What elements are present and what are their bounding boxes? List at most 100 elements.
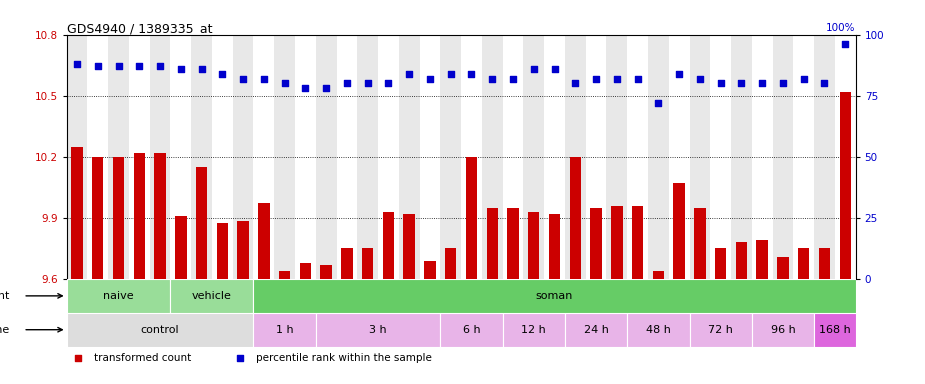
Bar <box>461 35 482 279</box>
Text: 100%: 100% <box>826 23 856 33</box>
Bar <box>627 35 648 279</box>
Bar <box>689 35 710 279</box>
Text: vehicle: vehicle <box>192 291 232 301</box>
Bar <box>238 221 249 279</box>
Bar <box>154 153 166 279</box>
Bar <box>752 313 814 347</box>
Bar <box>216 223 228 279</box>
Text: 6 h: 6 h <box>462 325 480 335</box>
Point <box>838 41 853 47</box>
Point <box>132 63 147 70</box>
Bar <box>507 208 519 279</box>
Bar <box>590 208 602 279</box>
Point <box>610 76 624 82</box>
Bar <box>300 263 311 279</box>
Point <box>693 76 708 82</box>
Bar <box>694 208 706 279</box>
Text: 3 h: 3 h <box>369 325 387 335</box>
Bar <box>524 35 544 279</box>
Point <box>443 71 458 77</box>
Bar <box>150 35 170 279</box>
Point <box>526 66 541 72</box>
Bar <box>544 35 565 279</box>
Text: agent: agent <box>0 291 10 301</box>
Bar <box>502 35 524 279</box>
Bar <box>67 313 253 347</box>
Bar <box>565 35 586 279</box>
Bar <box>425 261 436 279</box>
Bar <box>362 248 374 279</box>
Bar <box>607 35 627 279</box>
Bar <box>196 167 207 279</box>
Point <box>817 80 832 86</box>
Bar <box>337 35 357 279</box>
Bar <box>191 35 212 279</box>
Bar <box>549 214 561 279</box>
Text: 48 h: 48 h <box>646 325 671 335</box>
Point <box>775 80 790 86</box>
Bar <box>129 35 150 279</box>
Point <box>236 76 251 82</box>
Bar <box>627 313 689 347</box>
Bar <box>108 35 129 279</box>
Bar <box>320 265 332 279</box>
Point <box>91 63 105 70</box>
Bar <box>399 35 420 279</box>
Bar <box>113 157 124 279</box>
Bar <box>798 248 809 279</box>
Bar <box>752 35 772 279</box>
Bar <box>814 35 835 279</box>
Bar <box>253 35 274 279</box>
Text: control: control <box>141 325 179 335</box>
Bar <box>440 35 461 279</box>
Bar <box>777 257 789 279</box>
Point <box>278 80 292 86</box>
Point <box>111 63 126 70</box>
Text: 1 h: 1 h <box>276 325 293 335</box>
Bar <box>274 35 295 279</box>
Point <box>339 80 354 86</box>
Bar <box>71 147 82 279</box>
Point <box>233 355 248 361</box>
Text: time: time <box>0 325 10 335</box>
Point <box>360 80 375 86</box>
Point <box>588 76 603 82</box>
Point <box>153 63 167 70</box>
Bar <box>315 313 440 347</box>
Bar <box>482 35 502 279</box>
Point <box>401 71 416 77</box>
Bar <box>487 208 498 279</box>
Bar <box>632 206 643 279</box>
Bar <box>67 279 170 313</box>
Bar <box>357 35 378 279</box>
Text: soman: soman <box>536 291 574 301</box>
Bar <box>565 313 627 347</box>
Bar <box>735 242 747 279</box>
Bar <box>67 35 87 279</box>
Bar <box>772 35 794 279</box>
Bar <box>757 240 768 279</box>
Point <box>713 80 728 86</box>
Bar <box>528 212 539 279</box>
Text: naive: naive <box>104 291 134 301</box>
Bar <box>92 157 104 279</box>
Bar <box>175 216 187 279</box>
Bar <box>673 183 684 279</box>
Text: percentile rank within the sample: percentile rank within the sample <box>256 353 432 363</box>
Bar <box>653 271 664 279</box>
Bar <box>170 35 191 279</box>
Bar <box>212 35 233 279</box>
Text: 24 h: 24 h <box>584 325 609 335</box>
Bar <box>570 157 581 279</box>
Bar <box>814 313 856 347</box>
Bar <box>341 248 352 279</box>
Text: GDS4940 / 1389335_at: GDS4940 / 1389335_at <box>67 22 212 35</box>
Bar <box>378 35 399 279</box>
Bar <box>611 206 623 279</box>
Text: 72 h: 72 h <box>709 325 734 335</box>
Bar <box>133 153 145 279</box>
Text: 168 h: 168 h <box>819 325 851 335</box>
Point <box>298 85 313 91</box>
Bar <box>715 248 726 279</box>
Point <box>319 85 334 91</box>
